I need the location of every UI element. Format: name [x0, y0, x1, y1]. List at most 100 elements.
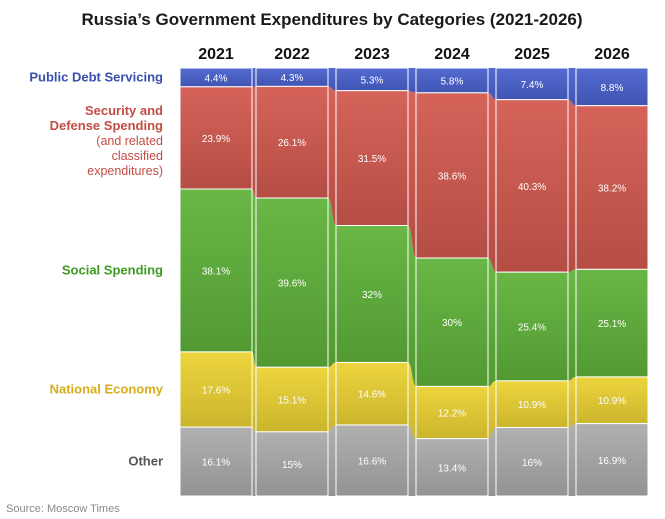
value-label-security-and-defense-spending-2026: 38.2% [598, 184, 626, 195]
bar-other-2026 [575, 423, 649, 497]
flow-link-social-spending-2025-2026 [568, 269, 576, 381]
category-name-line: Other [128, 454, 163, 469]
flow-link-national-economy-2025-2026 [568, 376, 576, 428]
category-note-line: expenditures) [87, 164, 163, 178]
bar-security-and-defense-spending-2021 [179, 86, 253, 190]
value-label-public-debt-servicing-2023: 5.3% [361, 75, 384, 86]
flow-link-other-2021-2022 [252, 427, 256, 496]
bar-national-economy-2025 [495, 380, 569, 429]
flow-link-security-and-defense-spending-2023-2024 [408, 90, 416, 259]
value-label-other-2024: 13.4% [438, 463, 466, 474]
bar-security-and-defense-spending-2026 [575, 105, 649, 270]
flow-link-public-debt-servicing-2024-2025 [488, 68, 496, 100]
flow-link-other-2022-2023 [328, 424, 336, 496]
bar-national-economy-2022 [255, 366, 329, 433]
bar-security-and-defense-spending-2025 [495, 99, 569, 273]
value-label-security-and-defense-spending-2021: 23.9% [202, 134, 230, 145]
bar-security-and-defense-spending-2022 [255, 85, 329, 199]
flow-link-public-debt-servicing-2025-2026 [568, 68, 576, 106]
value-label-public-debt-servicing-2021: 4.4% [205, 73, 228, 84]
value-label-national-economy-2023: 14.6% [358, 390, 386, 401]
value-label-national-economy-2021: 17.6% [202, 386, 230, 397]
value-label-security-and-defense-spending-2022: 26.1% [278, 138, 306, 149]
category-name-line: Defense Spending [50, 118, 163, 133]
flow-link-social-spending-2024-2025 [488, 258, 496, 387]
year-label-2022: 2022 [274, 46, 310, 63]
value-label-social-spending-2022: 39.6% [278, 279, 306, 290]
year-axis: 2021 2022 2023 2024 2025 2026 [198, 46, 630, 63]
bar-social-spending-2025 [495, 271, 569, 382]
bar-security-and-defense-spending-2023 [335, 90, 409, 227]
category-name-line: National Economy [50, 382, 164, 397]
value-label-national-economy-2026: 10.9% [598, 396, 626, 407]
flow-link-national-economy-2024-2025 [488, 380, 496, 439]
value-label-security-and-defense-spending-2025: 40.3% [518, 182, 546, 193]
bar-social-spending-2024 [415, 257, 489, 387]
value-label-other-2021: 16.1% [202, 458, 230, 469]
flow-link-security-and-defense-spending-2025-2026 [568, 99, 576, 273]
category-note-line: classified [112, 149, 163, 163]
value-label-national-economy-2025: 10.9% [518, 400, 546, 411]
flow-link-security-and-defense-spending-2021-2022 [252, 86, 256, 198]
bar-other-2025 [495, 427, 569, 497]
value-label-social-spending-2023: 32% [362, 290, 382, 301]
flow-link-national-economy-2023-2024 [408, 362, 416, 439]
value-label-public-debt-servicing-2024: 5.8% [441, 76, 464, 87]
year-label-2023: 2023 [354, 46, 390, 63]
value-label-other-2023: 16.6% [358, 456, 386, 467]
category-label-other: Other [128, 454, 163, 469]
value-label-public-debt-servicing-2022: 4.3% [281, 73, 304, 84]
flow-link-public-debt-servicing-2021-2022 [252, 68, 256, 87]
flow-link-social-spending-2021-2022 [252, 189, 256, 368]
bar-other-2024 [415, 438, 489, 497]
flow-links [252, 68, 576, 496]
flow-link-other-2023-2024 [408, 424, 416, 496]
bar-public-debt-servicing-2026 [575, 67, 649, 107]
value-label-social-spending-2021: 38.1% [202, 266, 230, 277]
bar-public-debt-servicing-2025 [495, 67, 569, 101]
flow-link-security-and-defense-spending-2024-2025 [488, 92, 496, 273]
category-label-public-debt-servicing: Public Debt Servicing [29, 69, 163, 84]
value-label-national-economy-2024: 12.2% [438, 409, 466, 420]
flow-link-other-2025-2026 [568, 423, 576, 496]
value-label-national-economy-2022: 15.1% [278, 396, 306, 407]
category-legend: Public Debt Servicing Security andDefense… [29, 69, 163, 468]
bar-social-spending-2023 [335, 225, 409, 363]
value-label-security-and-defense-spending-2023: 31.5% [358, 154, 386, 165]
flow-link-national-economy-2022-2023 [328, 362, 336, 432]
category-note-line: (and related [96, 134, 163, 148]
bar-security-and-defense-spending-2024 [415, 92, 489, 259]
category-label-national-economy: National Economy [50, 382, 164, 397]
bar-national-economy-2023 [335, 361, 409, 426]
category-name-line: Public Debt Servicing [29, 69, 163, 84]
value-label-social-spending-2025: 25.4% [518, 323, 546, 334]
value-label-other-2025: 16% [522, 458, 542, 469]
category-name-line: Security and [85, 103, 163, 118]
value-label-public-debt-servicing-2025: 7.4% [521, 80, 544, 91]
flow-link-public-debt-servicing-2022-2023 [328, 68, 336, 91]
year-label-2024: 2024 [434, 46, 470, 63]
category-name-line: Social Spending [62, 262, 163, 277]
value-label-social-spending-2024: 30% [442, 318, 462, 329]
bar-other-2023 [335, 424, 409, 497]
bar-other-2022 [255, 431, 329, 497]
source-note: Source: Moscow Times [6, 503, 120, 515]
flow-link-national-economy-2021-2022 [252, 351, 256, 432]
flow-link-social-spending-2023-2024 [408, 225, 416, 387]
bar-social-spending-2022 [255, 197, 329, 368]
year-label-2025: 2025 [514, 46, 550, 63]
flow-link-security-and-defense-spending-2022-2023 [328, 86, 336, 226]
chart-title: Russia’s Government Expenditures by Cate… [81, 10, 582, 29]
bar-other-2021 [179, 426, 253, 497]
bar-public-debt-servicing-2024 [415, 67, 489, 94]
flow-link-other-2024-2025 [488, 427, 496, 496]
flow-link-public-debt-servicing-2023-2024 [408, 68, 416, 93]
category-label-social-spending: Social Spending [62, 262, 163, 277]
year-label-2021: 2021 [198, 46, 234, 63]
bar-social-spending-2021 [179, 188, 253, 353]
value-label-social-spending-2026: 25.1% [598, 319, 626, 330]
value-label-security-and-defense-spending-2024: 38.6% [438, 171, 466, 182]
bar-national-economy-2026 [575, 376, 649, 425]
